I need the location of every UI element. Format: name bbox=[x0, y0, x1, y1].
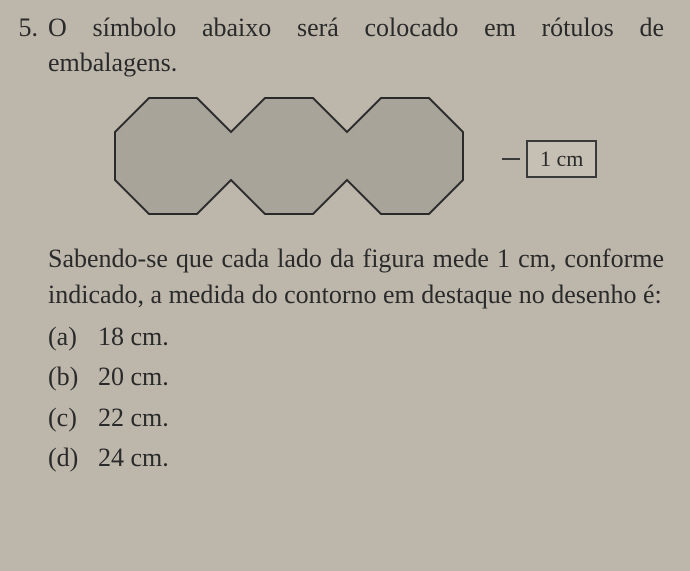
option-c: (c) 22 cm. bbox=[48, 398, 664, 438]
exercise-page: 5. O símbolo abaixo será colocado em rót… bbox=[0, 0, 690, 488]
option-b: (b) 20 cm. bbox=[48, 357, 664, 397]
option-a: (a) 18 cm. bbox=[48, 317, 664, 357]
option-text: 20 cm. bbox=[98, 357, 169, 397]
octagon-path bbox=[115, 98, 463, 214]
option-text: 22 cm. bbox=[98, 398, 169, 438]
octagon-svg bbox=[74, 94, 504, 218]
answer-options: (a) 18 cm. (b) 20 cm. (c) 22 cm. (d) 24 … bbox=[48, 317, 664, 478]
option-text: 18 cm. bbox=[98, 317, 169, 357]
option-label: (a) bbox=[48, 317, 98, 357]
option-label: (d) bbox=[48, 438, 98, 478]
octagon-symbol bbox=[74, 94, 504, 223]
side-length-label: 1 cm bbox=[526, 140, 597, 178]
question-intro: O símbolo abaixo será colocado em rótulo… bbox=[48, 10, 664, 80]
option-label: (b) bbox=[48, 357, 98, 397]
label-arrow bbox=[502, 158, 520, 160]
question-body: Sabendo-se que cada lado da figura mede … bbox=[48, 241, 664, 313]
question-number: 5. bbox=[4, 10, 48, 45]
option-text: 24 cm. bbox=[98, 438, 169, 478]
question-header: 5. O símbolo abaixo será colocado em rót… bbox=[4, 10, 664, 80]
option-label: (c) bbox=[48, 398, 98, 438]
figure-container: 1 cm bbox=[74, 94, 664, 223]
option-d: (d) 24 cm. bbox=[48, 438, 664, 478]
